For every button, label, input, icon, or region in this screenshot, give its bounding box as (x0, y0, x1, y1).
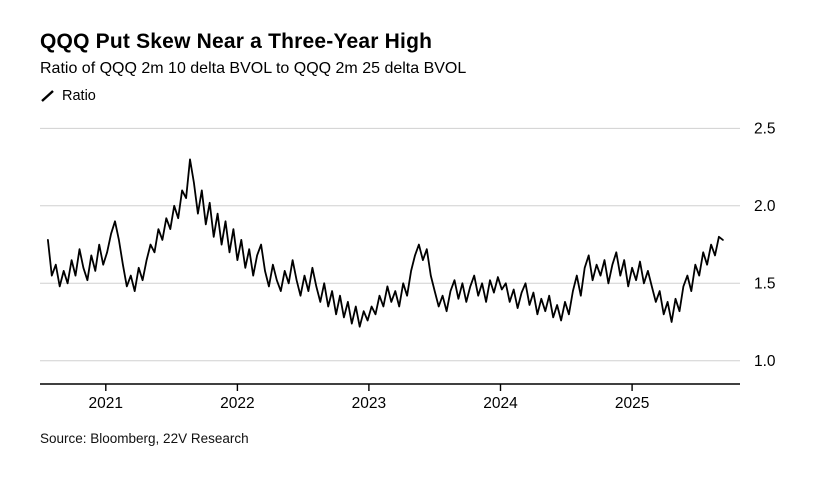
y-tick-label: 2.0 (754, 198, 776, 215)
x-tick-label: 2022 (220, 395, 254, 410)
chart-subtitle: Ratio of QQQ 2m 10 delta BVOL to QQQ 2m … (40, 60, 467, 77)
ratio-line-chart: 1.0 1.5 2.0 2.5 2021 2022 2023 2024 2025 (40, 120, 776, 412)
y-tick-label: 1.5 (754, 275, 776, 292)
source-note: Source: Bloomberg, 22V Research (40, 431, 249, 446)
x-tick-label: 2021 (89, 395, 123, 410)
x-tick-label: 2024 (483, 395, 518, 410)
legend-label: Ratio (62, 88, 96, 104)
y-tick-label: 1.0 (754, 353, 776, 370)
x-tick-label: 2023 (352, 395, 386, 410)
x-tick-label: 2025 (615, 395, 649, 410)
legend: Ratio (40, 88, 787, 104)
y-tick-label: 2.5 (754, 120, 776, 137)
ratio-series-line (47, 158, 724, 328)
chart-area: 1.0 1.5 2.0 2.5 2021 2022 2023 2024 2025 (40, 108, 787, 415)
line-series-legend-icon (40, 89, 55, 103)
chart-title: QQQ Put Skew Near a Three-Year High (40, 30, 433, 53)
